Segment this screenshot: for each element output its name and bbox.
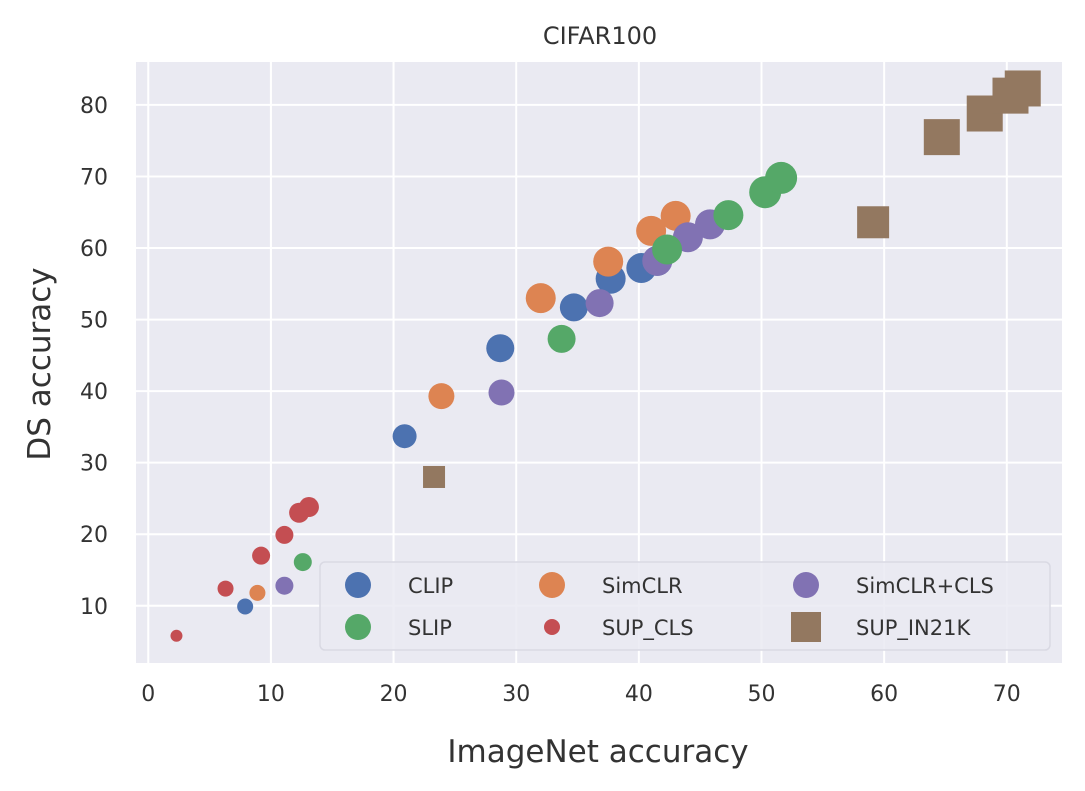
legend-label-slip: SLIP	[408, 616, 452, 640]
point-simclr	[249, 584, 266, 601]
legend-marker-simclr-cls	[793, 572, 819, 598]
point-simclr-cls	[488, 379, 515, 406]
point-sup-cls	[252, 546, 271, 565]
legend-label-sup-cls: SUP_CLS	[602, 616, 694, 641]
point-simclr	[428, 383, 455, 410]
y-tick-label: 10	[80, 595, 108, 620]
point-slip	[652, 234, 683, 265]
x-tick-label: 20	[380, 682, 408, 707]
legend-label-simclr-cls: SimCLR+CLS	[856, 574, 994, 598]
legend-label-sup-in21k: SUP_IN21K	[856, 616, 971, 641]
point-slip	[713, 200, 744, 231]
point-sup-cls	[217, 580, 234, 597]
point-clip	[392, 424, 417, 449]
x-tick-label: 0	[141, 682, 155, 707]
y-tick-label: 60	[80, 237, 108, 262]
y-tick-label: 80	[80, 94, 108, 119]
y-tick-label: 50	[80, 309, 108, 334]
x-tick-label: 30	[502, 682, 530, 707]
chart-title: CIFAR100	[543, 22, 657, 50]
x-tick-label: 10	[257, 682, 285, 707]
point-slip	[765, 161, 798, 194]
legend-marker-sup-in21k	[791, 612, 821, 642]
point-simclr	[593, 246, 624, 277]
y-tick-label: 20	[80, 523, 108, 548]
point-slip	[293, 553, 312, 572]
point-clip	[237, 598, 254, 615]
point-sup-cls	[275, 525, 294, 544]
point-sup-in21k	[1004, 70, 1041, 107]
x-tick-label: 40	[625, 682, 653, 707]
y-tick-label: 70	[80, 165, 108, 190]
legend-label-simclr: SimCLR	[602, 574, 683, 598]
legend: CLIP SimCLR SimCLR+CLS SLIP SUP_CLS SUP_IN21K	[319, 561, 1051, 651]
legend-marker-simclr	[539, 572, 565, 598]
point-sup-cls	[170, 629, 183, 642]
legend-marker-slip	[345, 614, 371, 640]
point-simclr-cls	[275, 576, 294, 595]
grid-lines	[136, 62, 1062, 663]
point-slip	[547, 324, 576, 353]
legend-marker-clip	[345, 572, 371, 598]
point-simclr	[525, 283, 556, 314]
data-points	[170, 70, 1041, 642]
y-axis-ticks: 10 20 30 40 50 60 70 80	[80, 94, 108, 620]
x-tick-label: 50	[748, 682, 776, 707]
point-sup-in21k	[423, 465, 446, 488]
y-axis-title: DS accuracy	[22, 267, 58, 460]
y-tick-label: 30	[80, 452, 108, 477]
y-tick-label: 40	[80, 380, 108, 405]
legend-marker-sup-cls	[544, 619, 560, 635]
point-sup-in21k	[923, 119, 960, 156]
x-axis-ticks: 0 10 20 30 40 50 60 70	[141, 682, 1021, 707]
point-sup-cls	[298, 497, 319, 518]
x-axis-title: ImageNet accuracy	[447, 734, 748, 770]
point-clip	[559, 293, 588, 322]
legend-label-clip: CLIP	[408, 574, 453, 598]
point-sup-in21k	[857, 206, 890, 239]
x-tick-label: 70	[993, 682, 1021, 707]
point-simclr-cls	[585, 289, 614, 318]
point-clip	[486, 334, 515, 363]
x-tick-label: 60	[870, 682, 898, 707]
legend-box	[319, 561, 1051, 651]
